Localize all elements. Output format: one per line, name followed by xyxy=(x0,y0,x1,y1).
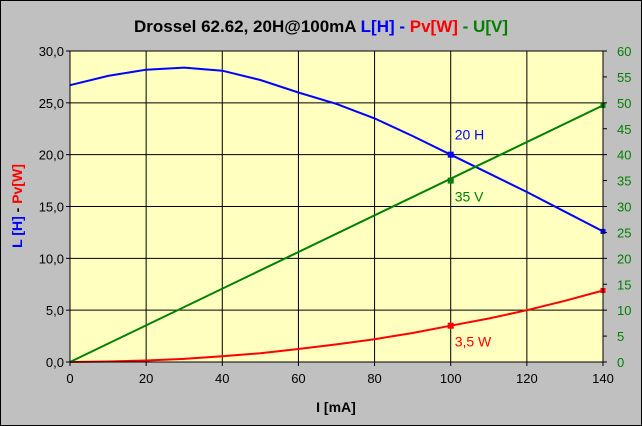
x-tick-label: 0 xyxy=(66,371,73,386)
y-left-tick-label: 20,0 xyxy=(39,148,64,163)
y-axis-label-part: Pv[W] xyxy=(9,164,25,204)
x-tick-label: 100 xyxy=(440,371,462,386)
y-right-tick-label: 10 xyxy=(617,303,631,318)
series-group xyxy=(69,66,606,363)
y-right-tick-label: 20 xyxy=(617,251,631,266)
series-line-lh xyxy=(69,66,604,233)
marker-group: 20 H 35 V 3,5 W xyxy=(447,127,492,350)
y-right-tick-label: 40 xyxy=(617,148,631,163)
y-right-tick-label: 50 xyxy=(617,96,631,111)
y-right-tick-label: 30 xyxy=(617,200,631,215)
x-tick-label: 20 xyxy=(139,371,153,386)
y-right-tick-label: 25 xyxy=(617,225,631,240)
chart-title-part: Pv[W] xyxy=(410,17,458,36)
y-right-tick-label: 15 xyxy=(617,277,631,292)
data-label: 3,5 W xyxy=(455,334,492,350)
y-right-tick-label: 60 xyxy=(617,44,631,59)
series-line-pvw xyxy=(69,289,604,363)
x-tick-label: 140 xyxy=(592,371,614,386)
y-left-tick-label: 0,0 xyxy=(46,355,64,370)
grid xyxy=(70,51,603,362)
data-point-marker xyxy=(447,151,454,158)
data-point-marker xyxy=(447,322,454,329)
tick-labels: 0 20 40 60 80 100 120 1400,05,010,015,020,025,0… xyxy=(39,44,632,386)
y-right-tick-label: 55 xyxy=(617,70,631,85)
y-right-tick-label: 5 xyxy=(617,329,624,344)
y-right-tick-label: 35 xyxy=(617,174,631,189)
y-axis-label-part: L [H] xyxy=(9,216,25,248)
chart-title-part: - xyxy=(458,17,473,36)
y-axis-label-part: - xyxy=(9,204,25,216)
x-tick-label: 80 xyxy=(367,371,381,386)
chart-title-part: L[H] xyxy=(361,17,395,36)
data-label: 20 H xyxy=(455,127,485,143)
y-left-tick-label: 15,0 xyxy=(39,200,64,215)
y-axis-label: L [H] - Pv[W] xyxy=(9,164,25,248)
y-right-tick-label: 0 xyxy=(617,355,624,370)
data-point-marker xyxy=(447,177,454,184)
x-tick-label: 40 xyxy=(215,371,229,386)
series-line-uv xyxy=(69,104,604,363)
y-left-tick-label: 30,0 xyxy=(39,44,64,59)
data-label: 35 V xyxy=(455,189,484,205)
y-left-tick-label: 5,0 xyxy=(46,303,64,318)
y-left-tick-label: 10,0 xyxy=(39,251,64,266)
x-tick-label: 120 xyxy=(516,371,538,386)
y-left-tick-label: 25,0 xyxy=(39,96,64,111)
chart-title-part: U[V] xyxy=(473,17,508,36)
x-axis-label: I [mA] xyxy=(316,399,356,415)
chart-title-part: Drossel 62.62, 20H@100mA xyxy=(134,17,361,36)
chart-title-part: - xyxy=(395,17,410,36)
x-tick-label: 60 xyxy=(291,371,305,386)
chart-title: Drossel 62.62, 20H@100mA L[H] - Pv[W] - … xyxy=(134,17,508,36)
y-right-tick-label: 45 xyxy=(617,122,631,137)
